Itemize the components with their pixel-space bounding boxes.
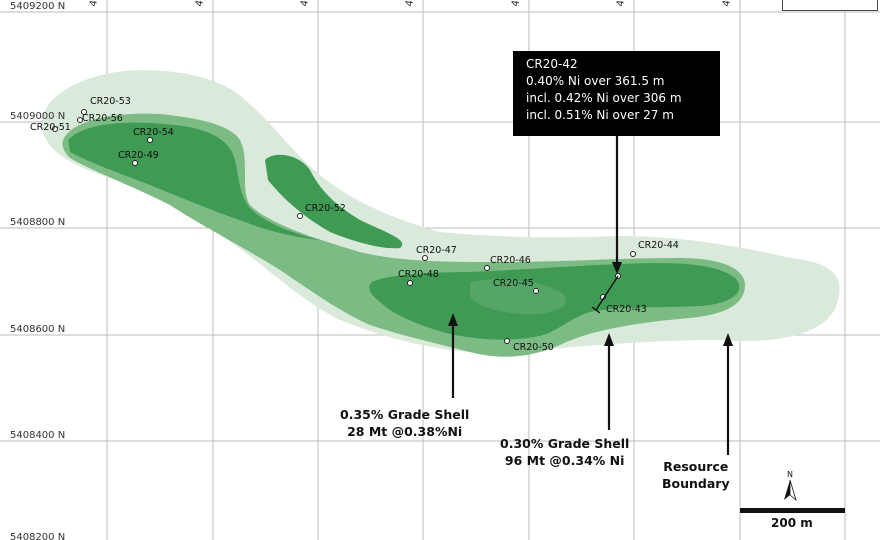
easting-label: 4: [404, 0, 416, 8]
annotation-line: 96 Mt @0.34% Ni: [504, 453, 625, 468]
annotation-line: 0.30% Grade Shell: [500, 436, 630, 451]
scale-bar-label: 200 m: [771, 516, 813, 530]
drill-hole-collar: [630, 251, 636, 257]
northing-label: 5408400 N: [10, 430, 65, 441]
annotation-arrows: [448, 136, 733, 455]
northing-label: 5408200 N: [10, 532, 65, 540]
easting-label: 4: [88, 0, 100, 8]
drill-hole-collar: [147, 137, 153, 143]
drill-hole-collar: [52, 126, 58, 132]
northing-label: 5409000 N: [10, 111, 65, 122]
scale-bar: [740, 508, 845, 513]
callout-line-1: 0.40% Ni over 361.5 m: [526, 74, 665, 88]
resource-boundary-annotation: Resource Boundary: [662, 458, 730, 492]
drill-hole-label: CR20-45: [493, 278, 534, 289]
drill-hole-label: CR20-51: [30, 122, 71, 133]
drill-hole-label: CR20-54: [133, 127, 174, 138]
northing-labels: 5409200 N 5409000 N 5408800 N 5408600 N …: [10, 1, 65, 540]
drill-hole-label: CR20-44: [638, 240, 679, 251]
callout-hole-id: CR20-42: [526, 57, 578, 71]
cr20-42-callout: CR20-42 0.40% Ni over 361.5 m incl. 0.42…: [513, 51, 720, 136]
easting-label: 4: [510, 0, 522, 8]
low-grade-patch: [470, 279, 567, 315]
grade-shell-035-west-shape: [68, 122, 320, 240]
grade-shell-035-annotation: 0.35% Grade Shell 28 Mt @0.38%Ni: [340, 406, 469, 440]
drill-hole-collar: [81, 109, 87, 115]
drill-hole-collar: [132, 160, 138, 166]
callout-line-3: incl. 0.51% Ni over 27 m: [526, 108, 674, 122]
easting-label: 4: [299, 0, 311, 8]
drill-hole-collar: [484, 265, 490, 271]
legend-box: [782, 0, 878, 11]
drill-hole-label: CR20-49: [118, 150, 159, 161]
drill-hole-collar: [407, 280, 413, 286]
easting-label: 4: [721, 0, 733, 8]
drill-hole-label: CR20-46: [490, 255, 531, 266]
north-arrow-icon: N: [784, 470, 797, 502]
callout-line-2: incl. 0.42% Ni over 306 m: [526, 91, 682, 105]
annotation-line: 0.35% Grade Shell: [340, 407, 470, 422]
easting-label: 4: [615, 0, 627, 8]
drill-hole-label: CR20-56: [82, 113, 123, 124]
drill-hole-collar: [533, 288, 539, 294]
annotation-line: 28 Mt @0.38%Ni: [347, 424, 463, 439]
northing-label: 5408600 N: [10, 324, 65, 335]
annotation-line: Resource: [663, 459, 729, 474]
north-label: N: [787, 470, 793, 479]
easting-labels: 4 4 4 4 4 4 4: [88, 0, 733, 8]
drill-hole-label: CR20-53: [90, 96, 131, 107]
northing-label: 5408800 N: [10, 217, 65, 228]
easting-label: 4: [194, 0, 206, 8]
drill-hole-collar: [77, 117, 83, 123]
drill-hole-collar: [422, 255, 428, 261]
drill-hole-label: CR20-43: [606, 304, 647, 315]
drill-hole-label: CR20-52: [305, 203, 346, 214]
annotation-line: Boundary: [662, 476, 730, 491]
drill-holes: CR20-53 CR20-56 CR20-51 CR20-54 CR20-49 …: [30, 96, 679, 353]
northing-label: 5409200 N: [10, 1, 65, 12]
cr20-42-trace: [591, 273, 621, 314]
drill-hole-label: CR20-47: [416, 245, 457, 256]
grade-shell-030-annotation: 0.30% Grade Shell 96 Mt @0.34% Ni: [500, 435, 629, 469]
drill-hole-label: CR20-48: [398, 269, 439, 280]
drill-hole-collar: [504, 338, 510, 344]
grade-shell-035-mid-shape: [265, 154, 403, 249]
drill-hole-label: CR20-50: [513, 342, 554, 353]
drill-hole-collar: [297, 213, 303, 219]
